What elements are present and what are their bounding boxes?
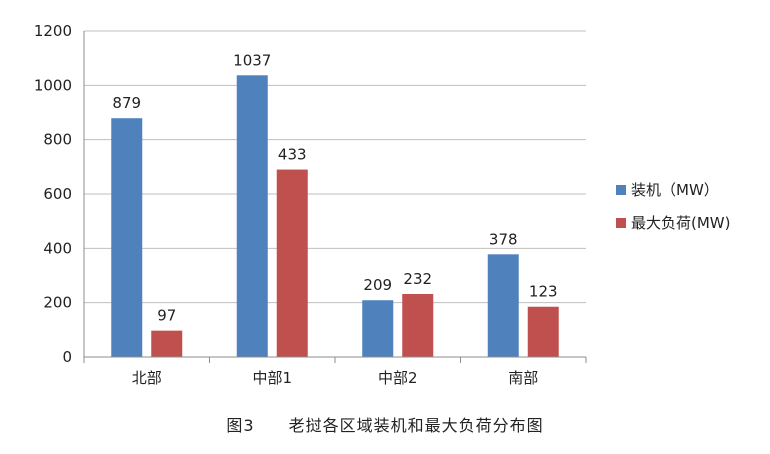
x-axis-separators	[83, 357, 587, 363]
figure-caption: 图3 老挝各区域装机和最大负荷分布图	[226, 416, 544, 435]
bar	[151, 330, 183, 357]
data-label: 97	[157, 307, 176, 325]
legend-label: 装机（MW）	[631, 181, 719, 199]
legend-swatch	[616, 218, 626, 228]
legend-swatch	[616, 185, 626, 195]
bar	[276, 169, 308, 357]
bar	[111, 118, 143, 357]
bars	[111, 75, 559, 357]
x-category-label: 中部2	[378, 369, 418, 387]
y-tick-label: 1200	[34, 22, 72, 40]
data-label: 433	[278, 146, 307, 164]
y-tick-label: 600	[43, 185, 72, 203]
y-tick-label: 200	[43, 294, 72, 312]
data-label: 123	[529, 283, 558, 301]
x-category-label: 南部	[508, 369, 538, 387]
x-axis-categories: 北部 中部1 中部2 南部	[132, 369, 539, 387]
data-label: 378	[489, 230, 518, 248]
bar	[236, 75, 268, 357]
data-label: 209	[363, 276, 392, 294]
data-labels: 879 97 1037 433 209 232 378 123	[112, 51, 557, 324]
y-axis-ticks: 0 200 400 600 800 1000 1200	[34, 22, 72, 366]
legend: 装机（MW） 最大负荷(MW)	[616, 181, 730, 232]
y-tick-label: 1000	[34, 76, 72, 94]
gridlines	[83, 30, 586, 357]
data-label: 232	[403, 270, 432, 288]
x-category-label: 中部1	[252, 369, 292, 387]
bar	[362, 300, 394, 357]
bar	[402, 293, 434, 357]
y-tick-label: 0	[62, 348, 72, 366]
y-tick-label: 400	[43, 239, 72, 257]
data-label: 1037	[233, 51, 271, 69]
legend-label: 最大负荷(MW)	[631, 214, 730, 232]
y-tick-label: 800	[43, 131, 72, 149]
bar-chart: 0 200 400 600 800 1000 1200 879 97 1037 433 209 232…	[34, 22, 731, 387]
x-category-label: 北部	[132, 369, 162, 387]
bar	[487, 254, 519, 357]
data-label: 879	[112, 94, 141, 112]
bar	[527, 306, 559, 357]
